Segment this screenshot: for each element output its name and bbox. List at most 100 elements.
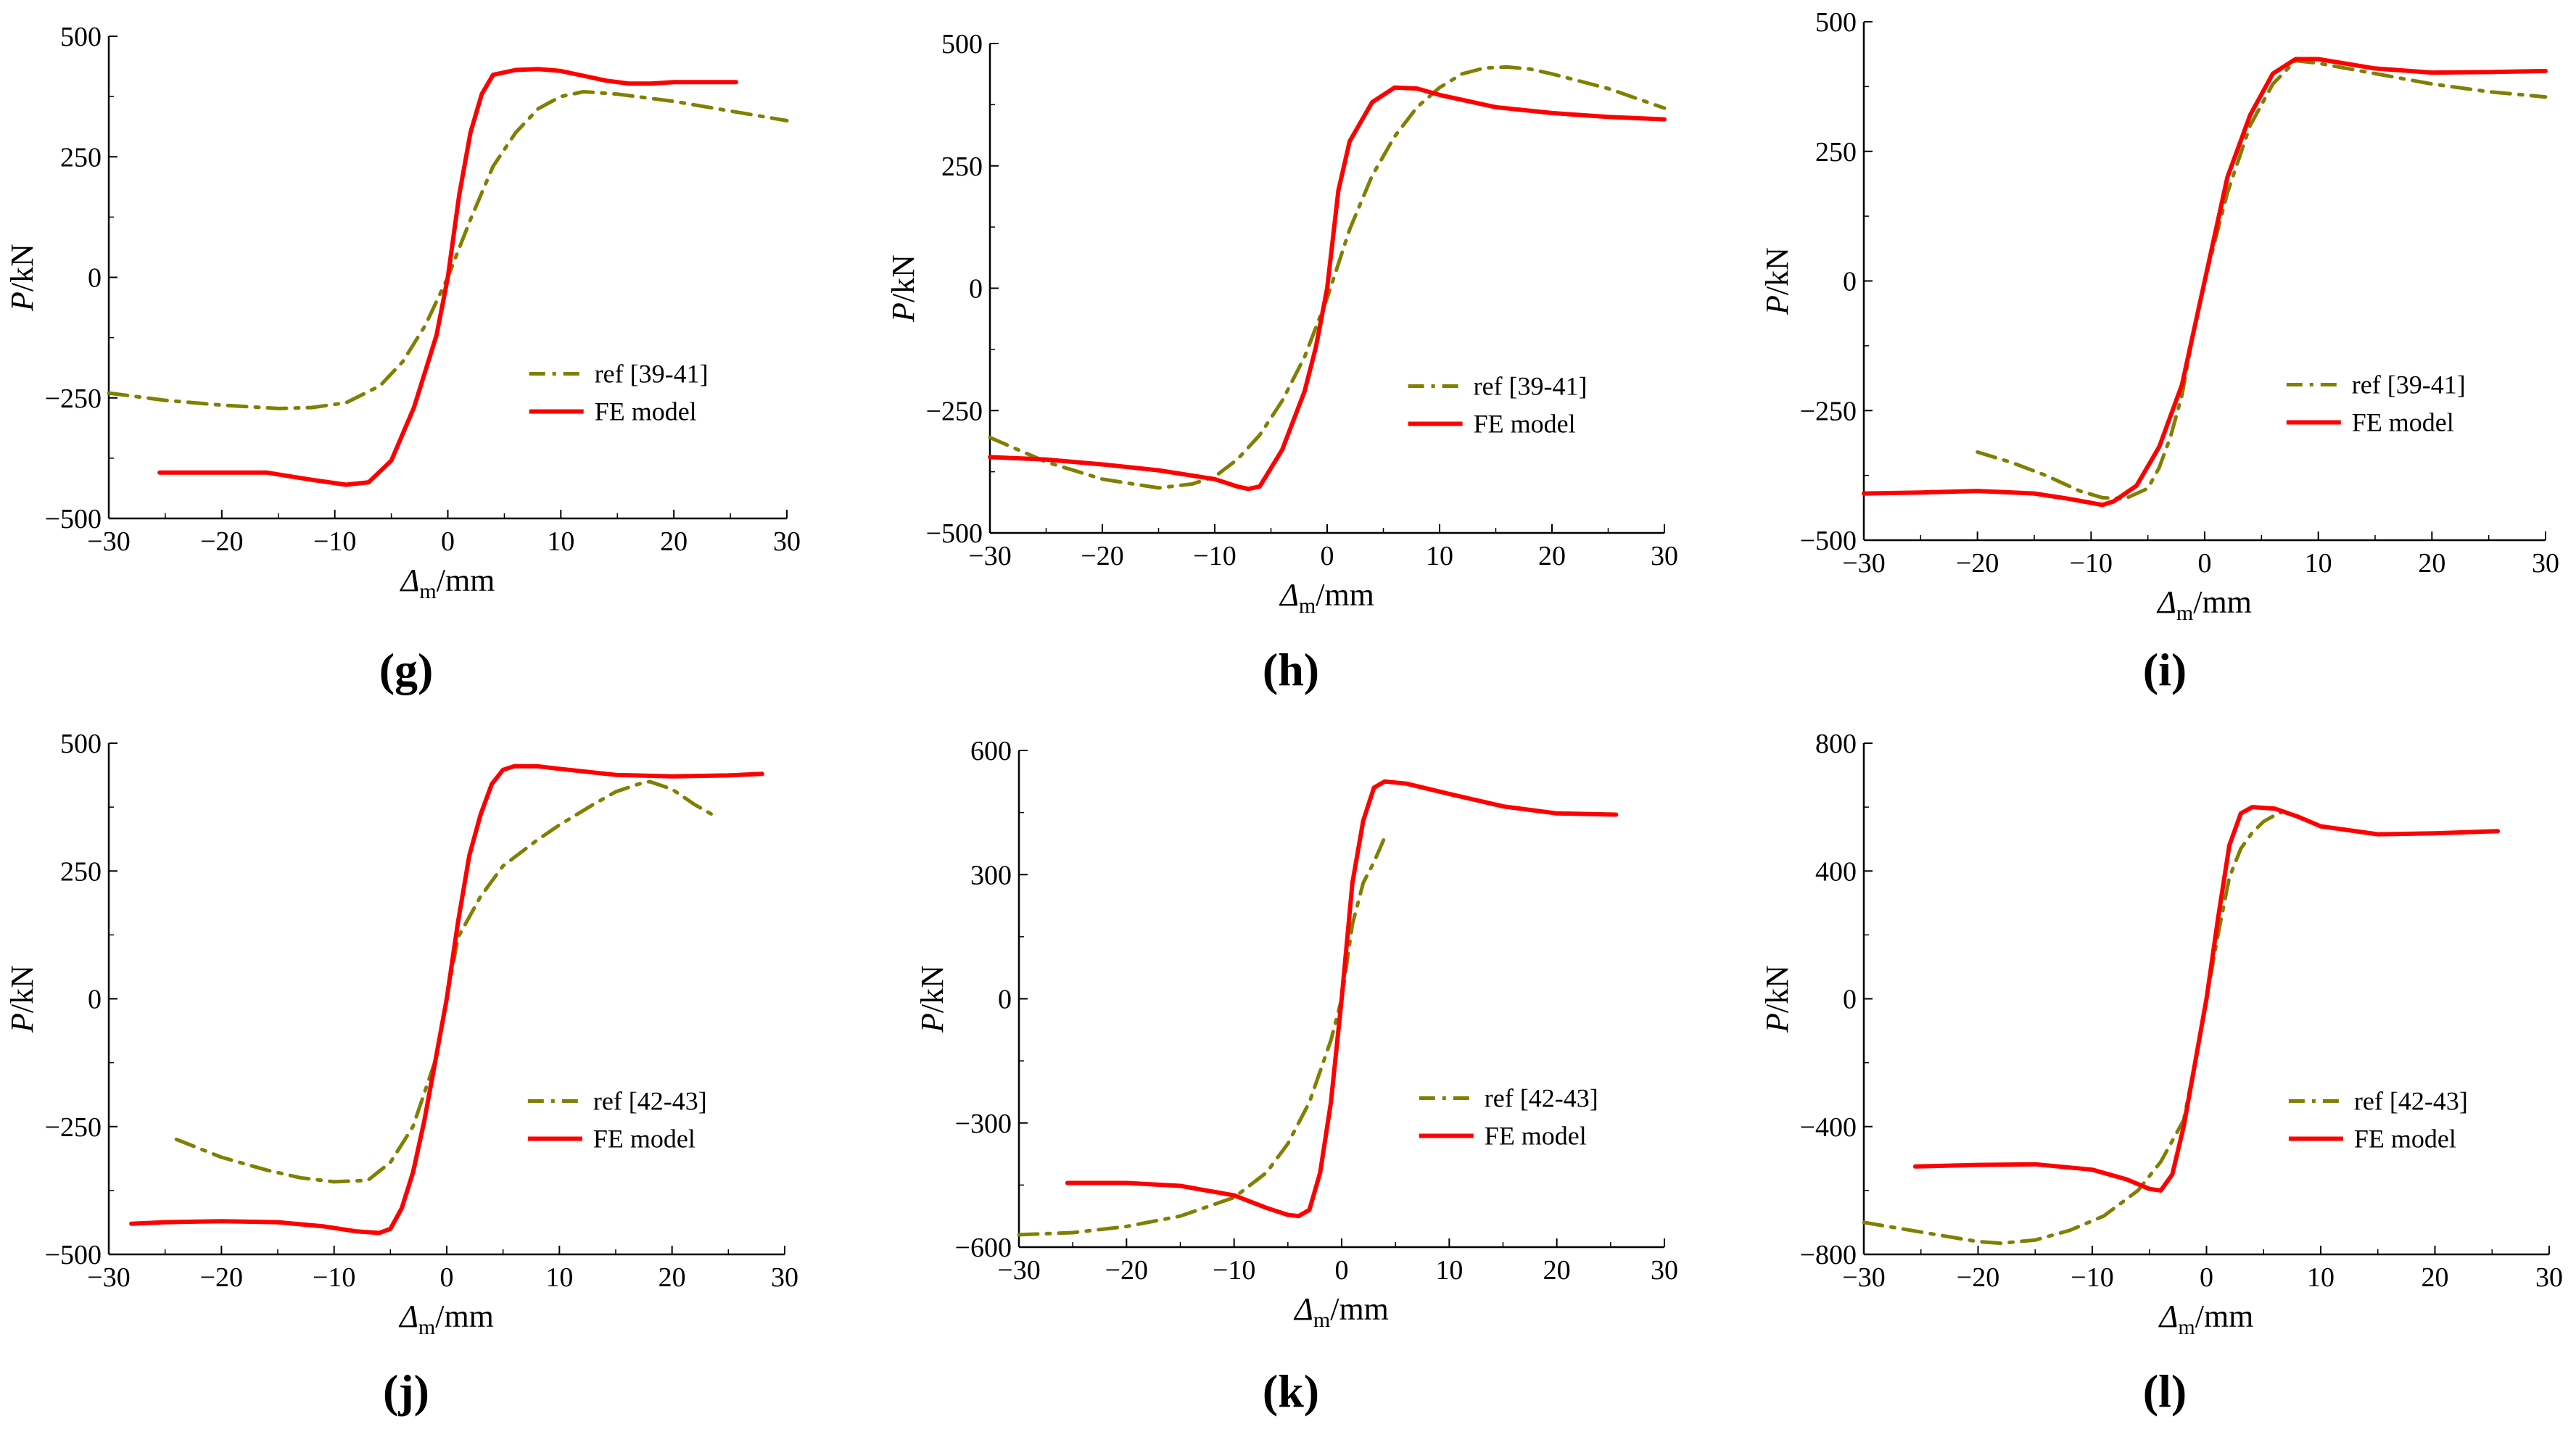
x-tick-label: −10: [1213, 1255, 1255, 1286]
x-axis-label-subscript: m: [1313, 1308, 1330, 1332]
y-tick-label: 250: [60, 142, 102, 173]
x-axis-label-symbol: Δ: [2158, 1299, 2179, 1334]
y-tick-label: 0: [998, 985, 1012, 1015]
panel-caption: (k): [1263, 1365, 1319, 1417]
x-tick-label: 30: [771, 1262, 798, 1293]
y-axis-label-symbol: P: [4, 1013, 40, 1033]
x-tick-label: 10: [1426, 541, 1453, 571]
y-tick-label: −500: [926, 518, 983, 549]
chart-panel-l: −30 −20 −10 0 10 20 30 −800 −400 0 400 800 Δm/mm P/kN…: [1759, 729, 2563, 1417]
x-axis-label-subscript: m: [419, 579, 436, 603]
y-tick-label: 0: [1843, 267, 1857, 297]
series-line-fe-model: [129, 764, 764, 1236]
x-axis-label: Δm/mm: [2156, 584, 2252, 625]
y-axis-label: P/kN: [1759, 965, 1795, 1033]
x-tick-label: −20: [1105, 1255, 1148, 1286]
x-tick-label: 30: [1651, 1255, 1678, 1286]
chart-panel-i: −30 −20 −10 0 10 20 30 −500 −250 0 250 500 Δm/mm P/kN…: [1759, 7, 2559, 695]
x-axis-label-subscript: m: [418, 1315, 435, 1339]
legend-label: FE model: [2352, 408, 2454, 437]
y-axis-label-unit: /kN: [4, 965, 40, 1013]
x-tick-label: 0: [2200, 1262, 2213, 1293]
x-axis-label-symbol: Δ: [400, 563, 420, 598]
y-axis-label-symbol: P: [915, 1013, 950, 1033]
legend-label: ref [39-41]: [2352, 371, 2466, 400]
y-tick-label: −600: [955, 1233, 1012, 1263]
x-tick-label: 20: [2422, 1262, 2449, 1293]
y-tick-label: 250: [1815, 137, 1857, 167]
x-tick-label: −20: [1081, 541, 1123, 571]
x-tick-label: 10: [2305, 548, 2332, 579]
legend-label: FE model: [2354, 1125, 2456, 1154]
x-axis-label: Δm/mm: [398, 1299, 494, 1339]
x-tick-label: 0: [440, 1262, 454, 1293]
x-tick-label: −30: [1842, 548, 1885, 579]
series-line-reference: [174, 779, 719, 1184]
y-axis-label-unit: /kN: [886, 255, 921, 302]
x-axis-label-subscript: m: [2176, 601, 2193, 625]
y-tick-label: −250: [45, 1112, 102, 1143]
y-tick-label: 500: [941, 29, 983, 59]
series-line-reference: [1017, 835, 1387, 1237]
chart-panel-j: −30 −20 −10 0 10 20 30 −500 −250 0 250 500 Δm/mm P/kN…: [4, 729, 798, 1417]
x-tick-label: −20: [1957, 1262, 1999, 1293]
x-tick-label: 30: [1651, 541, 1678, 571]
series-line-fe-model: [988, 85, 1667, 492]
legend-label: ref [39-41]: [1474, 372, 1588, 401]
y-axis-label-unit: /kN: [1759, 247, 1795, 295]
panel-caption: (i): [2143, 644, 2187, 695]
legend-label: ref [42-43]: [2354, 1087, 2468, 1116]
series-line-reference: [988, 65, 1667, 490]
y-axis-label-unit: /kN: [1759, 965, 1795, 1013]
x-tick-label: −20: [200, 526, 243, 557]
x-tick-label: 0: [1335, 1255, 1349, 1286]
x-tick-label: 30: [2535, 1262, 2563, 1293]
y-tick-label: 0: [1843, 985, 1857, 1015]
x-tick-label: −20: [200, 1262, 243, 1293]
y-tick-label: −400: [1800, 1112, 1857, 1143]
x-axis-label-unit: /mm: [1316, 577, 1374, 613]
y-tick-label: 0: [969, 274, 983, 305]
x-tick-label: 10: [1435, 1255, 1463, 1286]
y-axis-label: P/kN: [915, 965, 950, 1033]
x-tick-label: −30: [1842, 1262, 1885, 1293]
y-tick-label: −800: [1800, 1240, 1857, 1270]
y-tick-label: −500: [1800, 526, 1857, 556]
x-axis-label-unit: /mm: [435, 1299, 494, 1334]
x-axis-label-symbol: Δ: [1279, 577, 1299, 613]
legend-label: FE model: [595, 397, 697, 426]
panel-caption: (l): [2143, 1365, 2187, 1417]
x-axis-label-unit: /mm: [2193, 584, 2252, 620]
y-axis-label-symbol: P: [1759, 295, 1795, 315]
x-axis-label-symbol: Δ: [1293, 1291, 1313, 1327]
y-axis-label-unit: /kN: [4, 244, 40, 291]
x-tick-label: 20: [659, 1262, 686, 1293]
y-tick-label: 400: [1815, 856, 1857, 887]
x-tick-label: 20: [2418, 548, 2445, 579]
x-tick-label: −10: [313, 526, 356, 557]
series-line-reference: [107, 90, 789, 410]
y-axis-label-symbol: P: [4, 291, 40, 312]
y-tick-label: −500: [45, 1240, 102, 1270]
y-tick-label: 300: [970, 860, 1012, 890]
x-axis-label-unit: /mm: [1330, 1291, 1389, 1327]
y-axis-label: P/kN: [4, 244, 40, 312]
x-axis-label-subscript: m: [2178, 1315, 2195, 1339]
x-tick-label: −10: [2070, 548, 2113, 579]
y-axis-label-symbol: P: [1759, 1013, 1795, 1033]
x-axis-label-unit: /mm: [2195, 1299, 2254, 1334]
panel-caption: (g): [379, 644, 434, 695]
panel-caption: (h): [1263, 644, 1319, 695]
y-tick-label: 0: [88, 263, 102, 294]
y-tick-label: −250: [926, 396, 983, 426]
x-tick-label: −20: [1956, 548, 1999, 579]
legend-label: ref [42-43]: [593, 1087, 707, 1116]
x-axis-label-subscript: m: [1299, 594, 1316, 618]
x-axis-label-symbol: Δ: [2156, 584, 2176, 620]
x-tick-label: 20: [1543, 1255, 1571, 1286]
x-tick-label: −30: [997, 1255, 1040, 1286]
x-tick-label: 10: [547, 526, 574, 557]
x-tick-label: −30: [968, 541, 1011, 571]
